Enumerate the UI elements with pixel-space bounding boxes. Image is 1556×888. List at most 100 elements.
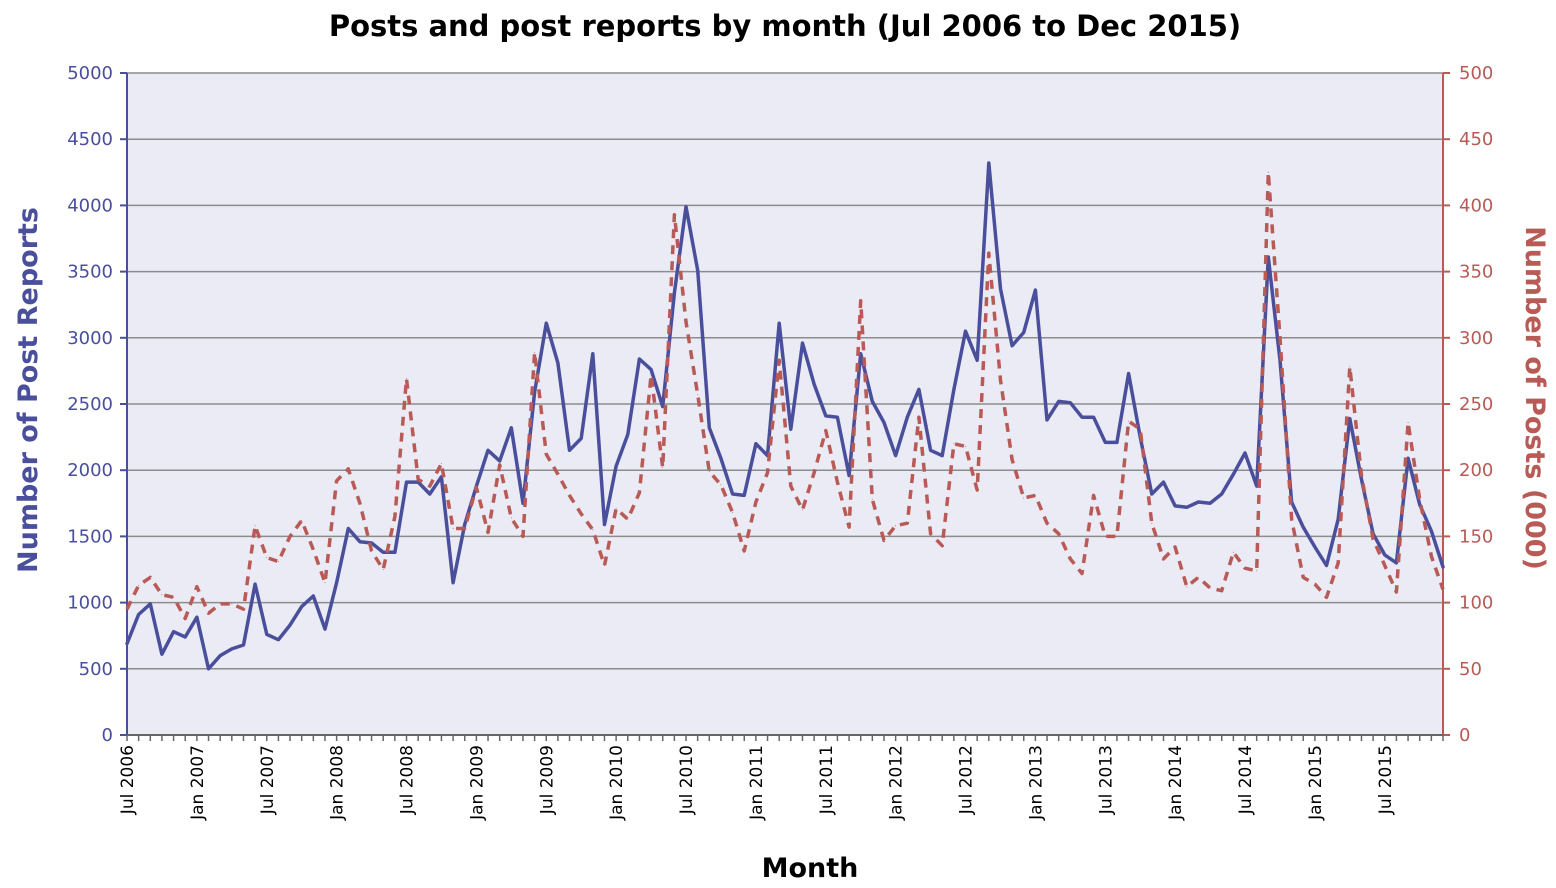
posts-point: [1151, 522, 1153, 524]
posts-point: [1104, 535, 1106, 537]
post-reports-point: [254, 583, 256, 585]
post-reports-point: [1361, 479, 1362, 480]
x-tick-label: Jan 2014: [1166, 745, 1186, 821]
right-y-tick-label: 500: [1459, 63, 1493, 84]
post-reports-point: [1337, 518, 1339, 520]
post-reports-point: [965, 330, 966, 332]
post-reports-point: [534, 391, 536, 393]
posts-point: [208, 612, 209, 614]
posts-point: [440, 463, 442, 465]
posts-point: [301, 520, 303, 521]
post-reports-point: [1128, 373, 1130, 374]
post-reports-point: [266, 633, 268, 635]
posts-point: [906, 522, 908, 524]
posts-point: [1000, 379, 1001, 381]
posts-point: [138, 584, 140, 586]
posts-point: [1046, 522, 1048, 524]
posts-point: [778, 359, 780, 361]
posts-point: [836, 481, 838, 483]
post-reports-point: [720, 457, 722, 459]
post-reports-point: [208, 668, 209, 670]
posts-point: [930, 533, 932, 535]
post-reports-point: [1221, 493, 1223, 495]
post-reports-point: [301, 606, 303, 608]
post-reports-point: [906, 416, 908, 418]
right-y-tick-label: 100: [1459, 593, 1493, 614]
post-reports-point: [1267, 256, 1269, 258]
post-reports-point: [312, 595, 314, 597]
posts-point: [1291, 518, 1293, 520]
posts-point: [965, 445, 966, 447]
post-reports-point: [1034, 289, 1036, 291]
posts-point: [266, 557, 268, 559]
posts-point: [312, 549, 314, 551]
post-reports-point: [627, 434, 629, 435]
posts-point: [1186, 586, 1188, 588]
left-y-axis-title: Number of Post Reports: [13, 207, 44, 573]
posts-point: [1407, 422, 1409, 423]
post-reports-point: [1209, 502, 1211, 504]
posts-point: [161, 594, 163, 596]
right-y-axis-title: Number of Posts (000): [1519, 226, 1550, 570]
posts-point: [1267, 171, 1269, 173]
post-reports-point: [1058, 400, 1060, 402]
post-reports-point: [522, 502, 524, 504]
post-reports-point: [161, 653, 163, 655]
posts-point: [580, 513, 582, 515]
post-reports-point: [790, 428, 792, 430]
post-reports-point: [708, 427, 710, 429]
posts-point: [592, 529, 594, 531]
posts-point: [685, 321, 687, 323]
posts-point: [604, 565, 605, 566]
posts-point: [126, 608, 128, 610]
posts-point: [522, 535, 524, 537]
posts-point: [417, 479, 419, 480]
post-reports-point: [778, 322, 780, 324]
posts-point: [825, 430, 827, 431]
posts-point: [1128, 420, 1130, 422]
post-reports-point: [1395, 562, 1397, 564]
post-reports-point: [743, 494, 745, 496]
post-reports-point: [871, 400, 873, 402]
post-reports-point: [1069, 402, 1071, 404]
posts-point: [1395, 591, 1397, 593]
posts-point: [219, 603, 221, 605]
post-reports-point: [988, 162, 990, 164]
post-reports-point: [802, 342, 803, 344]
posts-point: [988, 252, 990, 254]
posts-point: [1069, 558, 1071, 560]
post-reports-point: [918, 388, 920, 390]
posts-point: [1361, 475, 1362, 476]
post-reports-point: [592, 353, 594, 355]
post-reports-point: [953, 388, 955, 390]
post-reports-point: [359, 541, 361, 543]
left-y-tick-label: 500: [79, 659, 113, 680]
posts-point: [615, 508, 617, 510]
posts-point: [1093, 494, 1095, 496]
posts-point: [1139, 428, 1141, 430]
posts-point: [382, 569, 384, 570]
right-y-tick-label: 50: [1459, 659, 1482, 680]
posts-point: [650, 374, 652, 376]
post-reports-point: [1163, 481, 1164, 483]
post-reports-point: [219, 655, 221, 657]
post-reports-point: [440, 476, 442, 478]
right-y-tick-label: 0: [1459, 725, 1470, 746]
posts-point: [545, 453, 547, 455]
post-reports-point: [1419, 504, 1421, 506]
right-y-tick-label: 300: [1459, 328, 1493, 349]
posts-point: [1023, 497, 1025, 499]
post-reports-point: [813, 383, 815, 385]
posts-point: [184, 618, 186, 619]
post-reports-point: [1349, 418, 1351, 420]
posts-point: [871, 498, 873, 500]
posts-point: [860, 300, 862, 302]
posts-point: [673, 214, 675, 216]
x-tick-label: Jul 2010: [677, 745, 697, 815]
left-y-tick-label: 4500: [67, 129, 113, 150]
post-reports-point: [930, 449, 932, 451]
post-reports-point: [941, 455, 943, 457]
posts-point: [1058, 533, 1060, 535]
posts-point: [1349, 366, 1351, 368]
x-tick-label: Jul 2009: [537, 745, 557, 815]
